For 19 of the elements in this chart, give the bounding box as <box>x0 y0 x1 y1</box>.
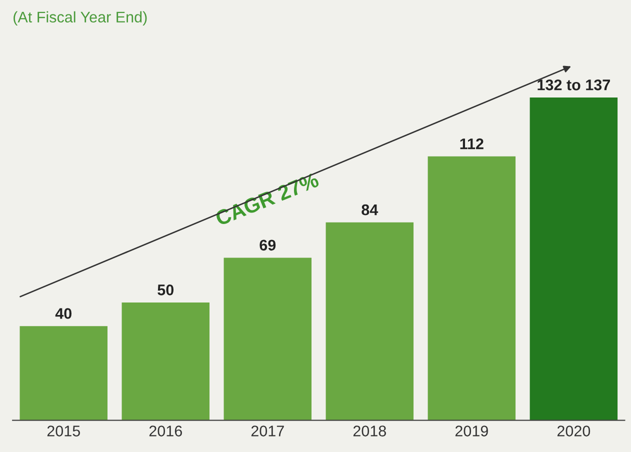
bar <box>530 98 618 420</box>
bar <box>20 326 108 420</box>
data-label: 84 <box>362 204 378 216</box>
bar <box>326 222 414 420</box>
data-label: 69 <box>260 240 276 251</box>
data-label: 50 <box>158 284 174 296</box>
x-tick-label: 2020 <box>557 426 590 436</box>
chart-subtitle: (At Fiscal Year End) <box>14 11 147 26</box>
data-label: 132 to 137 <box>538 80 610 90</box>
data-label: 112 <box>460 138 484 150</box>
data-label: 40 <box>55 308 72 319</box>
x-tick-label: 2018 <box>353 426 386 436</box>
x-tick-label: 2019 <box>455 426 488 436</box>
bar <box>122 302 210 420</box>
bar <box>428 156 516 420</box>
x-tick-label: 2017 <box>251 426 284 436</box>
x-tick-label: 2015 <box>47 426 80 436</box>
x-tick-label: 2016 <box>149 426 182 436</box>
bar <box>224 258 312 420</box>
